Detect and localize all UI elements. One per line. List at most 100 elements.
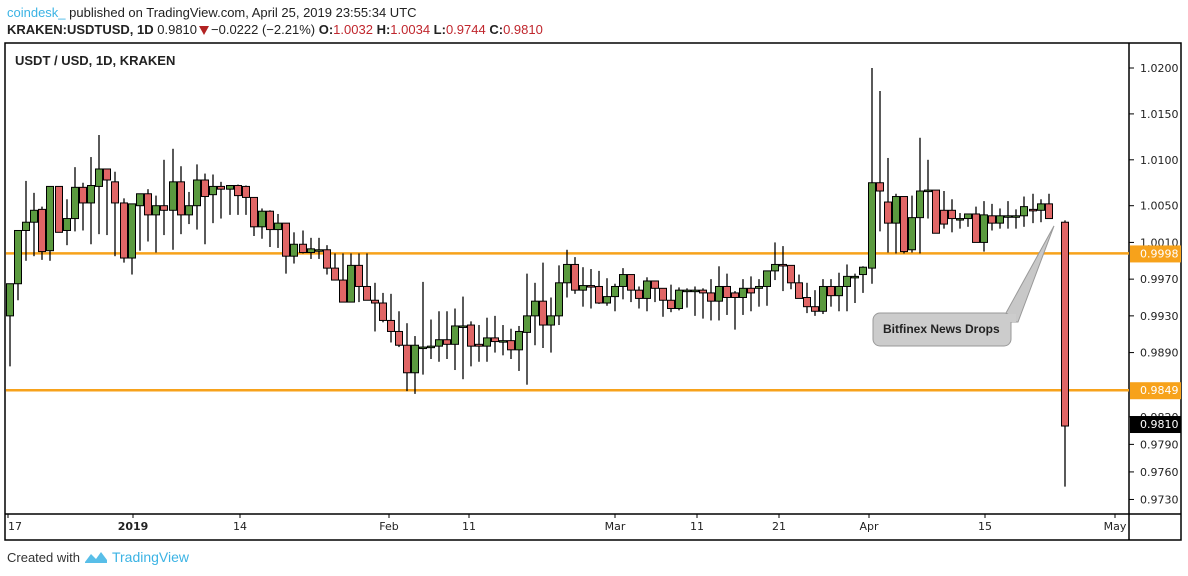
candle (651, 280, 659, 303)
time-tick-label: 2019 (118, 520, 149, 533)
time-tick-label: 21 (772, 520, 786, 533)
candle (1029, 193, 1037, 224)
price-tick-label: 0.9790 (1140, 438, 1179, 451)
tradingview-logo-icon (84, 552, 107, 563)
candle (827, 279, 835, 307)
publish-info: coindesk_ published on TradingView.com, … (7, 5, 417, 20)
last-price-label: 0.9810 (1140, 418, 1179, 431)
candle (659, 287, 667, 317)
candle (675, 287, 683, 311)
candle (908, 195, 916, 253)
candle (363, 253, 371, 301)
candle (290, 232, 298, 264)
candle (201, 173, 209, 245)
candle (242, 185, 250, 215)
candle (6, 283, 14, 367)
candle (152, 195, 160, 253)
candle (282, 222, 290, 274)
symbol-info: KRAKEN:USDTUSD, 1D 0.9810 −0.0222 (−2.21%… (7, 22, 543, 37)
candle (475, 325, 483, 362)
time-tick-label: Mar (605, 520, 626, 533)
time-axis[interactable]: 17 2019 14 Feb 11 Mar 11 21 Apr 15 May (7, 514, 1127, 533)
candle (627, 274, 635, 303)
candle (555, 265, 563, 326)
footer: Created with TradingView (7, 549, 189, 565)
candle (755, 279, 763, 307)
candle (691, 286, 699, 316)
candle (217, 181, 225, 219)
candle (699, 288, 707, 319)
price-axis[interactable]: 1.02001.01501.01001.00501.00100.99700.99… (1129, 62, 1181, 506)
candle (739, 279, 747, 315)
candle (956, 213, 964, 229)
tradingview-brand-link[interactable]: TradingView (111, 549, 190, 565)
candle (387, 293, 395, 343)
candle (683, 288, 691, 308)
callout-text: Bitfinex News Drops (883, 322, 1000, 336)
time-tick-label: 17 (8, 520, 22, 533)
candle (932, 189, 940, 234)
candle (539, 262, 547, 348)
candle (868, 68, 876, 284)
candle (996, 208, 1004, 229)
candle (347, 253, 355, 303)
candle (1061, 220, 1069, 487)
callout-box[interactable] (872, 312, 1012, 347)
candle (95, 135, 103, 235)
candle (715, 266, 723, 321)
candle (1012, 209, 1020, 229)
time-tick-label: 14 (233, 520, 247, 533)
low-value: 0.9744 (445, 22, 486, 37)
candle (459, 296, 467, 380)
level-price-label: 0.9849 (1140, 384, 1179, 397)
candle (435, 311, 443, 362)
candle (835, 272, 843, 312)
candle (63, 199, 71, 246)
chart-title: USDT / USD, 1D, KRAKEN (15, 53, 175, 68)
candle (331, 253, 339, 281)
candle (980, 201, 988, 252)
price-tick-label: 0.9930 (1140, 310, 1179, 323)
candle (315, 237, 323, 259)
level-price-badge (1130, 382, 1181, 400)
candle (355, 253, 363, 303)
candle (507, 328, 515, 360)
candle (87, 157, 95, 245)
open-label: O: (318, 22, 334, 37)
candle (427, 319, 435, 360)
candle (103, 168, 111, 236)
price-tick-label: 1.0200 (1140, 62, 1179, 75)
candle (731, 291, 739, 330)
candle (884, 157, 892, 253)
candle (988, 203, 996, 231)
candle (819, 279, 827, 315)
candle (266, 210, 274, 248)
candle (403, 323, 411, 392)
candle (379, 292, 387, 323)
candle (22, 180, 30, 261)
candle (46, 185, 54, 261)
candle (467, 321, 475, 367)
candles (6, 68, 1069, 487)
candle (177, 166, 185, 235)
candle (747, 276, 755, 312)
candle (234, 184, 242, 215)
candle (892, 193, 900, 254)
chart-frame (4, 42, 1182, 541)
last-price: 0.9810 (157, 22, 198, 37)
candle (619, 268, 627, 300)
publisher-link[interactable]: coindesk_ (7, 5, 66, 20)
candle (79, 182, 87, 231)
candle (667, 284, 675, 313)
candle (924, 159, 932, 219)
time-tick-label: 11 (462, 520, 476, 533)
candle (900, 196, 908, 254)
annotation-callout[interactable]: Bitfinex News Drops (872, 225, 1055, 347)
published-text: published on TradingView.com, April 25, … (65, 5, 417, 20)
candle (771, 242, 779, 281)
candle (916, 137, 924, 254)
candle (14, 229, 22, 301)
symbol-label: KRAKEN:USDTUSD, 1D (7, 22, 154, 37)
candle (859, 266, 867, 293)
